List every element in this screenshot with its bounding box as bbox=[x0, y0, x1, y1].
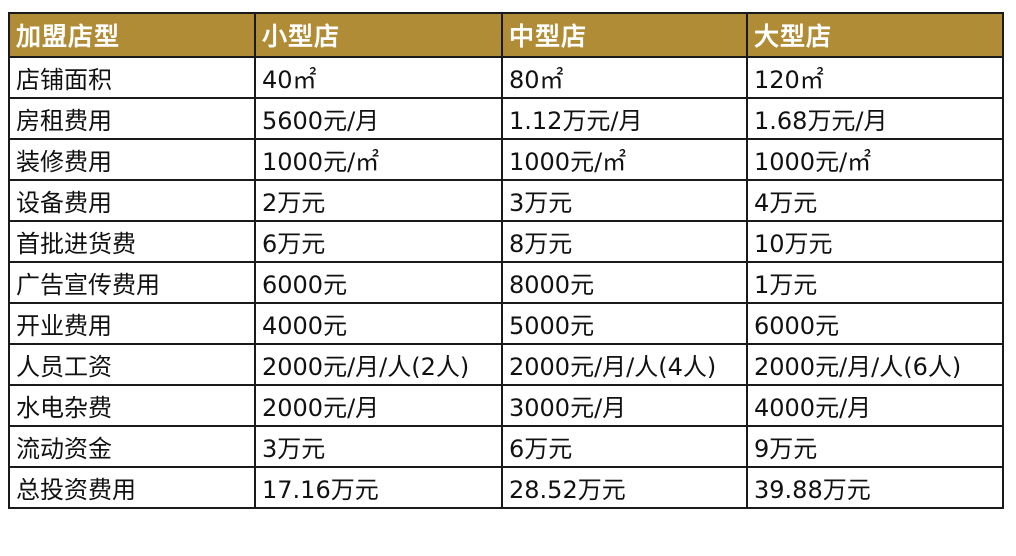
row-label: 水电杂费 bbox=[8, 384, 256, 427]
large-store-cell: 6000元 bbox=[746, 302, 1004, 345]
large-store-cell: 120㎡ bbox=[746, 56, 1004, 99]
medium-store-cell: 3000元/月 bbox=[501, 384, 748, 427]
table-row: 设备费用 2万元 3万元 4万元 bbox=[8, 179, 1004, 222]
large-store-cell: 4万元 bbox=[746, 179, 1004, 222]
large-store-cell: 1.68万元/月 bbox=[746, 97, 1004, 140]
small-store-cell: 17.16万元 bbox=[254, 466, 503, 509]
header-row: 加盟店型 小型店 中型店 大型店 bbox=[8, 12, 1004, 58]
small-store-cell: 6万元 bbox=[254, 220, 503, 263]
row-label: 房租费用 bbox=[8, 97, 256, 140]
table-row: 装修费用 1000元/㎡ 1000元/㎡ 1000元/㎡ bbox=[8, 138, 1004, 181]
small-store-cell: 2000元/月 bbox=[254, 384, 503, 427]
header-large-store: 大型店 bbox=[746, 12, 1004, 58]
row-label: 店铺面积 bbox=[8, 56, 256, 99]
table-row: 流动资金 3万元 6万元 9万元 bbox=[8, 425, 1004, 468]
table-row: 总投资费用 17.16万元 28.52万元 39.88万元 bbox=[8, 466, 1004, 509]
medium-store-cell: 3万元 bbox=[501, 179, 748, 222]
header-small-store: 小型店 bbox=[254, 12, 503, 58]
row-label: 广告宣传费用 bbox=[8, 261, 256, 304]
medium-store-cell: 5000元 bbox=[501, 302, 748, 345]
table-row: 人员工资 2000元/月/人(2人) 2000元/月/人(4人) 2000元/月… bbox=[8, 343, 1004, 386]
table-row: 首批进货费 6万元 8万元 10万元 bbox=[8, 220, 1004, 263]
franchise-cost-table-container: 加盟店型 小型店 中型店 大型店 店铺面积 40㎡ 80㎡ 120㎡ 房租费用 … bbox=[8, 12, 1004, 509]
header-medium-store: 中型店 bbox=[501, 12, 748, 58]
small-store-cell: 1000元/㎡ bbox=[254, 138, 503, 181]
medium-store-cell: 8万元 bbox=[501, 220, 748, 263]
large-store-cell: 39.88万元 bbox=[746, 466, 1004, 509]
small-store-cell: 2万元 bbox=[254, 179, 503, 222]
small-store-cell: 5600元/月 bbox=[254, 97, 503, 140]
large-store-cell: 2000元/月/人(6人) bbox=[746, 343, 1004, 386]
row-label: 设备费用 bbox=[8, 179, 256, 222]
row-label: 流动资金 bbox=[8, 425, 256, 468]
small-store-cell: 40㎡ bbox=[254, 56, 503, 99]
medium-store-cell: 1.12万元/月 bbox=[501, 97, 748, 140]
medium-store-cell: 80㎡ bbox=[501, 56, 748, 99]
medium-store-cell: 8000元 bbox=[501, 261, 748, 304]
row-label: 首批进货费 bbox=[8, 220, 256, 263]
row-label: 总投资费用 bbox=[8, 466, 256, 509]
small-store-cell: 4000元 bbox=[254, 302, 503, 345]
large-store-cell: 1000元/㎡ bbox=[746, 138, 1004, 181]
table-row: 广告宣传费用 6000元 8000元 1万元 bbox=[8, 261, 1004, 304]
row-label: 装修费用 bbox=[8, 138, 256, 181]
large-store-cell: 4000元/月 bbox=[746, 384, 1004, 427]
table-row: 开业费用 4000元 5000元 6000元 bbox=[8, 302, 1004, 345]
header-store-type: 加盟店型 bbox=[8, 12, 256, 58]
row-label: 开业费用 bbox=[8, 302, 256, 345]
medium-store-cell: 28.52万元 bbox=[501, 466, 748, 509]
small-store-cell: 6000元 bbox=[254, 261, 503, 304]
table-body: 店铺面积 40㎡ 80㎡ 120㎡ 房租费用 5600元/月 1.12万元/月 … bbox=[8, 56, 1004, 509]
large-store-cell: 9万元 bbox=[746, 425, 1004, 468]
table-header: 加盟店型 小型店 中型店 大型店 bbox=[8, 12, 1004, 58]
small-store-cell: 3万元 bbox=[254, 425, 503, 468]
table-row: 店铺面积 40㎡ 80㎡ 120㎡ bbox=[8, 56, 1004, 99]
medium-store-cell: 6万元 bbox=[501, 425, 748, 468]
medium-store-cell: 1000元/㎡ bbox=[501, 138, 748, 181]
franchise-cost-table: 加盟店型 小型店 中型店 大型店 店铺面积 40㎡ 80㎡ 120㎡ 房租费用 … bbox=[8, 12, 1004, 509]
small-store-cell: 2000元/月/人(2人) bbox=[254, 343, 503, 386]
table-row: 水电杂费 2000元/月 3000元/月 4000元/月 bbox=[8, 384, 1004, 427]
row-label: 人员工资 bbox=[8, 343, 256, 386]
large-store-cell: 1万元 bbox=[746, 261, 1004, 304]
large-store-cell: 10万元 bbox=[746, 220, 1004, 263]
medium-store-cell: 2000元/月/人(4人) bbox=[501, 343, 748, 386]
table-row: 房租费用 5600元/月 1.12万元/月 1.68万元/月 bbox=[8, 97, 1004, 140]
